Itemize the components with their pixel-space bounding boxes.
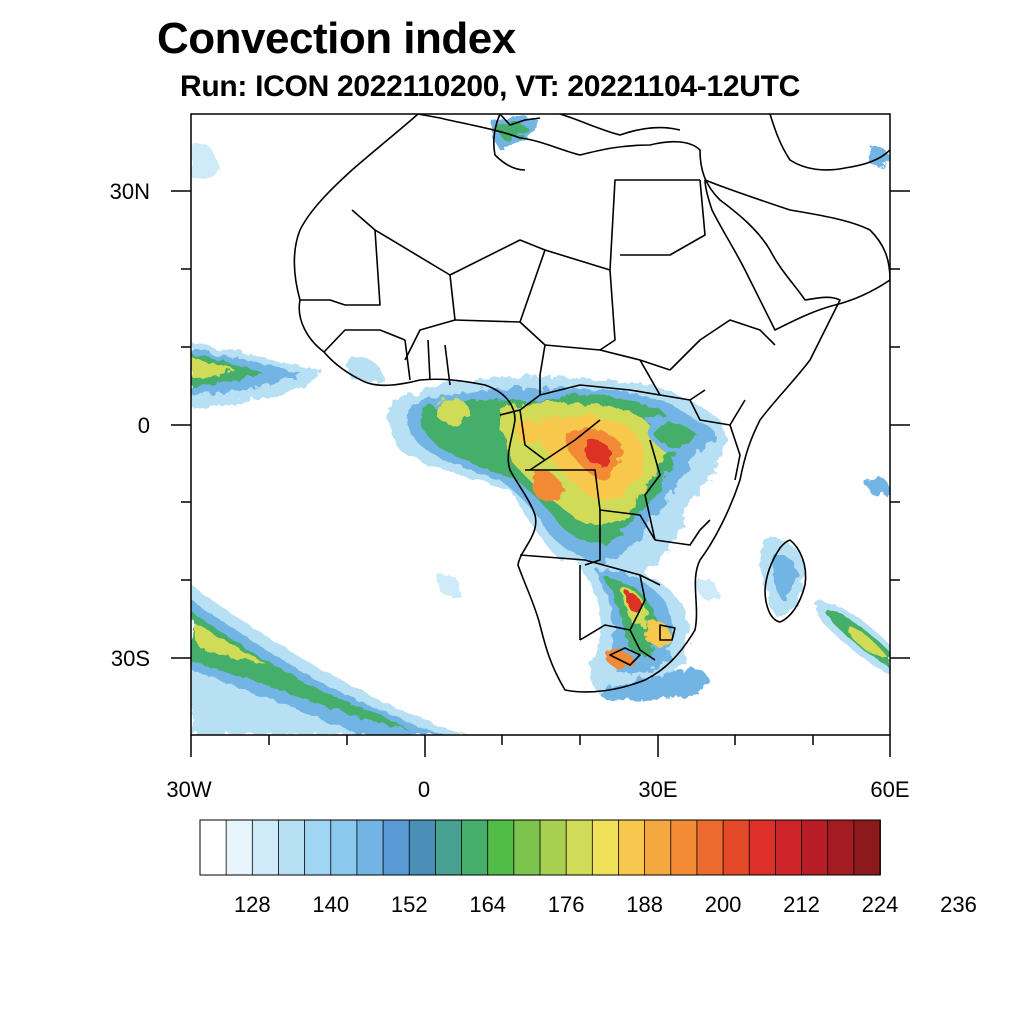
africa-coastline xyxy=(293,114,841,693)
colorbar-label: 152 xyxy=(391,892,428,917)
lat-label-30n: 30N xyxy=(110,179,150,204)
colorbar-frame xyxy=(199,819,881,876)
lat-label-0: 0 xyxy=(138,413,150,438)
colorbar-swatch xyxy=(618,819,646,876)
colorbar-swatch xyxy=(565,819,594,876)
colorbar-swatch xyxy=(304,819,332,876)
colorbar-label: 188 xyxy=(626,892,663,917)
colorbar-swatch xyxy=(696,819,724,876)
colorbar-label: 176 xyxy=(548,892,585,917)
colorbar-swatch xyxy=(644,819,672,876)
arabia-coastline xyxy=(704,179,890,331)
colorbar-swatch xyxy=(225,819,254,876)
chart-title: Convection index xyxy=(157,14,516,63)
lat-label-30s: 30S xyxy=(111,646,150,671)
colorbar-label: 224 xyxy=(862,892,899,917)
colorbar-label: 140 xyxy=(312,892,349,917)
colorbar-swatch xyxy=(827,819,855,876)
colorbar-swatch xyxy=(461,819,489,876)
madagascar-coastline xyxy=(764,539,807,623)
colorbar-swatch xyxy=(513,819,541,876)
lon-label-30e: 30E xyxy=(638,777,677,802)
colorbar-swatch xyxy=(774,819,803,876)
colorbar-swatch xyxy=(748,819,777,876)
colorbar-swatch xyxy=(539,819,568,876)
colorbar-swatch xyxy=(591,819,620,876)
colorbar-label: 164 xyxy=(469,892,506,917)
colorbar-swatch xyxy=(722,819,751,876)
colorbar-label: 128 xyxy=(234,892,271,917)
colorbar-swatch xyxy=(278,819,306,876)
coastlines-borders xyxy=(293,114,890,693)
colorbar-label: 212 xyxy=(783,892,820,917)
colorbar-swatch xyxy=(487,819,515,876)
colorbar-swatch xyxy=(670,819,698,876)
colorbar-swatch xyxy=(434,819,463,876)
colorbar xyxy=(199,819,881,876)
colorbar-swatch xyxy=(356,819,384,876)
colorbar-swatch xyxy=(801,819,829,876)
colorbar-labels: 128 140 152 164 176 188 200 212 224 236 xyxy=(234,892,977,917)
colorbar-swatch xyxy=(330,819,358,876)
colorbar-swatch xyxy=(199,819,228,876)
colorbar-label: 200 xyxy=(705,892,742,917)
lon-label-30w: 30W xyxy=(166,777,211,802)
lon-label-0: 0 xyxy=(418,777,430,802)
lon-label-60e: 60E xyxy=(870,777,909,802)
colorbar-swatch xyxy=(251,819,280,876)
axis-ticks xyxy=(171,190,910,757)
colorbar-swatch xyxy=(382,819,411,876)
field-southwest-band xyxy=(191,585,470,735)
colorbar-swatch xyxy=(853,819,881,876)
colorbar-swatch xyxy=(408,819,437,876)
colorbar-label: 236 xyxy=(940,892,977,917)
chart-subtitle: Run: ICON 2022110200, VT: 20221104-12UTC xyxy=(180,70,801,103)
